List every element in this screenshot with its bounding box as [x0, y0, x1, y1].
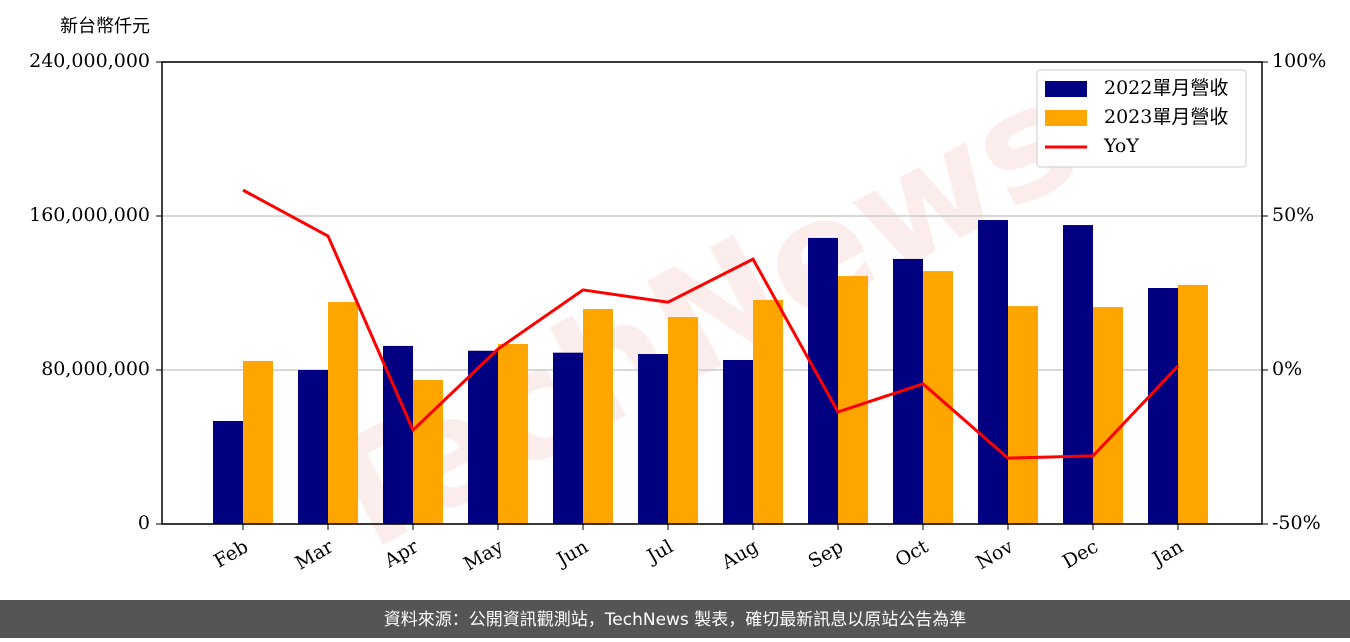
- bar: [1178, 284, 1208, 524]
- footer: 資料來源：公開資訊觀測站，TechNews 製表，確切最新訊息以原站公告為準: [384, 610, 966, 630]
- legend-box: [1036, 69, 1247, 168]
- y-axis-label: 新台幣仟元: [60, 16, 150, 37]
- bar: [243, 360, 273, 524]
- x-tick-label: May: [460, 535, 507, 575]
- bar: [1148, 287, 1178, 524]
- yoy-line: [242, 188, 1180, 460]
- x-tick-label: Sep: [804, 536, 847, 573]
- y2-tick-label: 50%: [1272, 204, 1314, 226]
- legend-swatch: [1045, 110, 1087, 126]
- bar: [498, 344, 528, 524]
- x-tick-label: Jun: [551, 536, 592, 572]
- x-tick-label: Jan: [1147, 536, 1187, 572]
- bar: [1063, 225, 1093, 525]
- bar: [638, 354, 668, 524]
- x-tick-label: Oct: [892, 535, 933, 571]
- bar: [723, 359, 753, 524]
- y2-tick-label: -50%: [1272, 512, 1321, 534]
- x-tick-label: Aug: [717, 536, 762, 575]
- legend-swatch: [1045, 81, 1087, 97]
- y-tick-label: 80,000,000: [41, 358, 150, 380]
- bar: [468, 350, 498, 524]
- legend-label: YoY: [1103, 135, 1139, 157]
- bar: [583, 308, 613, 524]
- legend-label: 2023單月營收: [1104, 106, 1228, 128]
- x-tick-label: Feb: [210, 536, 252, 573]
- y2-tick-label: 100%: [1272, 50, 1326, 72]
- bar: [213, 421, 243, 524]
- footer-bar: [0, 600, 1350, 638]
- y-tick-label: 0: [138, 512, 150, 534]
- bar: [1008, 306, 1038, 524]
- x-tick-label: Mar: [291, 535, 337, 574]
- x-tick-label: Jul: [642, 536, 677, 569]
- bar: [668, 317, 698, 524]
- bar: [753, 299, 783, 524]
- bar: [838, 276, 868, 524]
- x-tick-label: Dec: [1059, 536, 1102, 574]
- y-tick-label: 160,000,000: [29, 204, 150, 226]
- legend-label: 2022單月營收: [1104, 77, 1228, 99]
- bar: [978, 220, 1008, 525]
- plot-frame: [161, 61, 1263, 525]
- y-tick-label: 240,000,000: [29, 50, 150, 72]
- bar: [298, 370, 328, 524]
- y2-tick-label: 0%: [1272, 358, 1302, 380]
- bar: [553, 352, 583, 524]
- bar: [1093, 307, 1123, 524]
- x-tick-label: Nov: [972, 535, 1017, 574]
- bar: [413, 380, 443, 524]
- bar: [808, 237, 838, 524]
- bar: [328, 302, 358, 524]
